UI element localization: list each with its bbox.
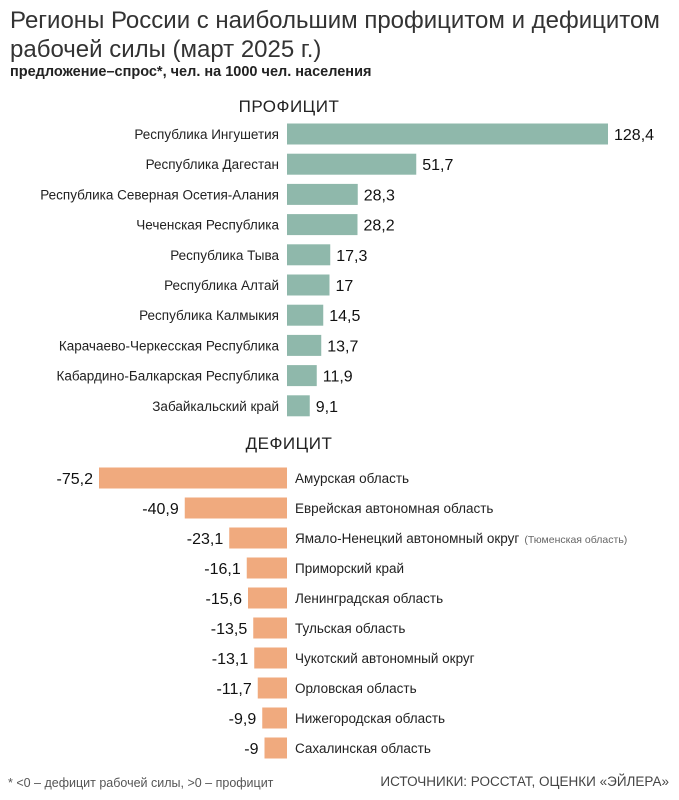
bar-surplus-8 bbox=[287, 334, 322, 356]
category-label: Республика Калмыкия bbox=[139, 308, 279, 323]
category-note: (Тюменская область) bbox=[524, 534, 627, 546]
category-label: Республика Северная Осетия-Алания bbox=[40, 187, 279, 202]
value-label: -40,9 bbox=[142, 501, 179, 518]
bar-deficit-8 bbox=[257, 677, 287, 699]
value-label: 28,3 bbox=[364, 187, 395, 204]
category-label: Ямало-Ненецкий автономный округ (Тюменска… bbox=[295, 531, 627, 546]
category-label: Республика Дагестан bbox=[146, 157, 279, 172]
value-label: -9,9 bbox=[229, 711, 257, 728]
category-label: Сахалинская область bbox=[295, 741, 431, 756]
value-label: -23,1 bbox=[187, 531, 224, 548]
bar-deficit-3 bbox=[229, 527, 287, 549]
value-label: -75,2 bbox=[57, 471, 94, 488]
bar-deficit-5 bbox=[248, 587, 287, 609]
bar-deficit-1 bbox=[99, 467, 287, 489]
chart-subtitle: предложение–спрос*, чел. на 1000 чел. на… bbox=[10, 64, 372, 80]
value-label: 51,7 bbox=[422, 157, 453, 174]
bar-surplus-4 bbox=[287, 214, 358, 236]
bar-surplus-9 bbox=[287, 365, 317, 387]
value-label: 11,9 bbox=[323, 369, 353, 386]
bar-surplus-3 bbox=[287, 183, 358, 205]
value-label: -15,6 bbox=[206, 591, 243, 608]
category-label: Республика Ингушетия bbox=[134, 127, 279, 142]
value-label: -9 bbox=[244, 741, 258, 758]
bar-deficit-7 bbox=[254, 647, 287, 669]
category-label: Республика Алтай bbox=[164, 278, 279, 293]
value-label: -11,7 bbox=[216, 681, 251, 698]
value-label: 14,5 bbox=[329, 308, 360, 325]
chart-title: Регионы России с наибольшим профицитом и… bbox=[10, 7, 660, 63]
bar-deficit-2 bbox=[184, 497, 287, 519]
category-label: Карачаево-Черкесская Республика bbox=[59, 338, 280, 353]
category-label: Забайкальский край bbox=[152, 399, 279, 414]
value-label: 13,7 bbox=[327, 338, 358, 355]
category-label: Приморский край bbox=[295, 561, 404, 576]
value-label: -16,1 bbox=[204, 561, 241, 578]
bar-surplus-6 bbox=[287, 274, 330, 296]
bar-deficit-10 bbox=[264, 737, 287, 759]
category-label: Кабардино-Балкарская Республика bbox=[57, 369, 280, 384]
category-label: Еврейская автономная область bbox=[295, 501, 493, 516]
bar-surplus-7 bbox=[287, 304, 324, 326]
bar-deficit-4 bbox=[246, 557, 287, 579]
source-note: ИСТОЧНИКИ: РОССТАТ, ОЦЕНКИ «ЭЙЛЕРА» bbox=[380, 774, 669, 789]
category-label: Амурская область bbox=[295, 471, 409, 486]
bar-deficit-9 bbox=[262, 707, 287, 729]
value-label: -13,5 bbox=[211, 621, 248, 638]
category-label: Орловская область bbox=[295, 681, 417, 696]
value-label: 17 bbox=[336, 278, 354, 295]
category-label: Тульская область bbox=[295, 621, 405, 636]
bar-surplus-10 bbox=[287, 395, 310, 417]
group-heading-deficit: ДЕФИЦИТ bbox=[246, 434, 333, 453]
category-label: Республика Тыва bbox=[170, 248, 279, 263]
category-label: Нижегородская область bbox=[295, 711, 445, 726]
group-heading-surplus: ПРОФИЦИТ bbox=[239, 97, 340, 116]
bar-surplus-2 bbox=[287, 153, 417, 175]
category-label: Чеченская Республика bbox=[136, 218, 279, 233]
bar-surplus-5 bbox=[287, 244, 331, 266]
footnote: * <0 – дефицит рабочей силы, >0 – профиц… bbox=[8, 776, 274, 790]
category-label: Ленинградская область bbox=[295, 591, 443, 606]
bar-surplus-1 bbox=[287, 123, 608, 145]
bar-deficit-6 bbox=[253, 617, 287, 639]
value-label: 9,1 bbox=[316, 399, 338, 416]
category-label: Чукотский автономный округ bbox=[295, 651, 475, 666]
value-label: 128,4 bbox=[614, 127, 654, 144]
value-label: 17,3 bbox=[336, 248, 367, 265]
value-label: 28,2 bbox=[364, 218, 395, 235]
value-label: -13,1 bbox=[212, 651, 249, 668]
